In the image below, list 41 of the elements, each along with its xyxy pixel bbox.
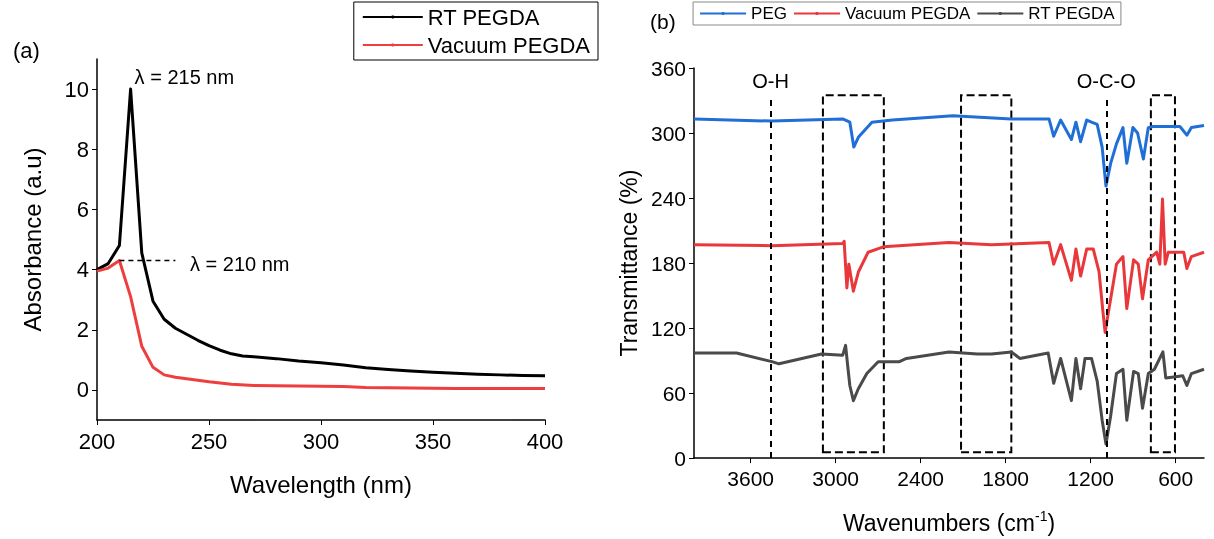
legend-label: RT PEGDA <box>1028 4 1116 23</box>
legend-label: Vacuum PEGDA <box>427 32 591 58</box>
x-tick-label: 350 <box>414 428 452 454</box>
x-tick-label: 300 <box>302 428 340 454</box>
x-tick-label: 3000 <box>812 467 860 491</box>
y-tick-label: 240 <box>650 186 686 210</box>
chart-title: (a) <box>13 37 40 63</box>
x-tick-label: 1200 <box>1067 467 1115 491</box>
legend-label: PEG <box>751 4 787 23</box>
x-tick-label: 3600 <box>727 467 775 491</box>
y-tick-label: 0 <box>674 446 686 470</box>
line-series <box>692 114 1206 188</box>
y-tick-label: 60 <box>662 381 686 405</box>
line-series <box>692 343 1206 446</box>
x-tick-label: 250 <box>190 428 228 454</box>
y-tick-label: 6 <box>76 196 89 222</box>
y-tick-label: 0 <box>76 377 89 403</box>
x-tick-label: 200 <box>78 428 116 454</box>
x-tick-label: 600 <box>1158 467 1194 491</box>
y-tick-label: 300 <box>650 121 686 145</box>
chart-title: (b) <box>650 10 676 33</box>
ref-line-label: O-H <box>752 70 789 93</box>
line-series <box>692 197 1206 334</box>
y-tick-label: 360 <box>650 56 686 80</box>
x-tick-label: 1800 <box>982 467 1030 491</box>
x-axis-title: Wavelength (nm) <box>230 471 412 499</box>
legend-label: Vacuum PEGDA <box>844 4 971 23</box>
annotation: λ = 215 nm <box>134 66 235 89</box>
y-tick-label: 2 <box>76 317 89 343</box>
y-axis-title: Absorbance (a.u) <box>18 147 46 332</box>
x-tick-label: 2400 <box>897 467 945 491</box>
y-tick-label: 8 <box>76 136 89 162</box>
y-tick-label: 120 <box>650 316 686 340</box>
y-tick-label: 180 <box>650 251 686 275</box>
annotation: λ = 210 nm <box>190 253 290 275</box>
legend-label: RT PEGDA <box>427 4 540 30</box>
y-tick-label: 10 <box>64 76 89 102</box>
y-axis-title: Transmittance (%) <box>615 169 642 357</box>
x-tick-label: 400 <box>526 428 564 454</box>
y-tick-label: 4 <box>76 257 89 283</box>
ref-line-label: O-C-O <box>1076 70 1136 93</box>
